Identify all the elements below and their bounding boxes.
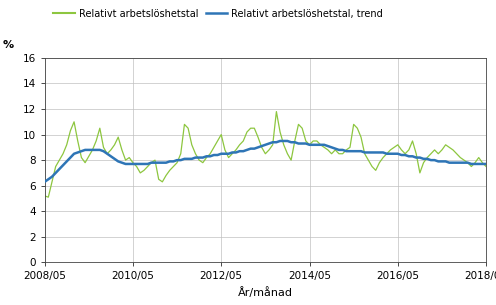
Text: %: % — [2, 40, 13, 50]
Legend: Relativt arbetslöshetstal, Relativt arbetslöshetstal, trend: Relativt arbetslöshetstal, Relativt arbe… — [50, 5, 387, 23]
X-axis label: År/månad: År/månad — [238, 287, 293, 298]
